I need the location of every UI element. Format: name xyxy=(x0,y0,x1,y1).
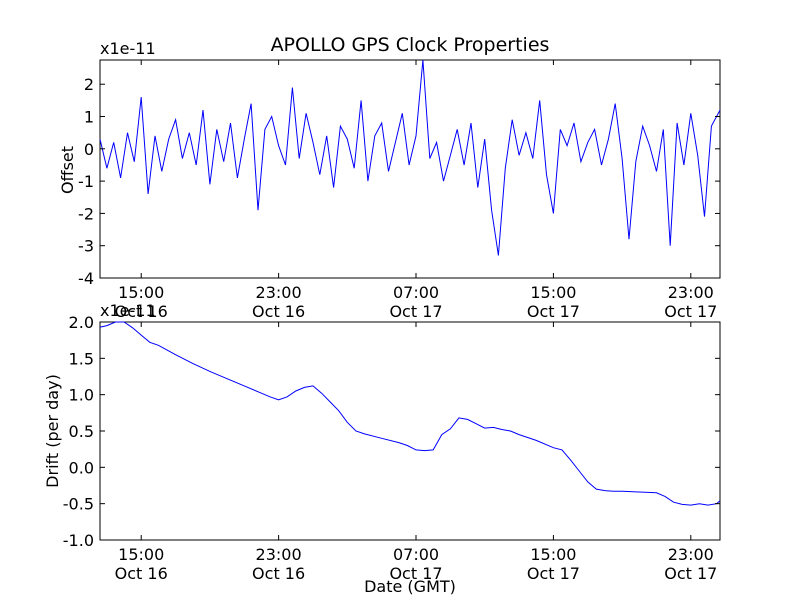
drift-scale-label: x1e-11 xyxy=(100,301,156,320)
drift-y-tick-label: 0.0 xyxy=(69,458,94,477)
offset-x-tick-date: Oct 16 xyxy=(115,302,168,321)
drift-x-tick-time: 15:00 xyxy=(530,545,576,564)
drift-x-tick-time: 23:00 xyxy=(668,545,714,564)
offset-x-tick-time: 23:00 xyxy=(256,283,302,302)
drift-y-tick-label: 1.0 xyxy=(69,386,94,405)
offset-y-tick-label: -4 xyxy=(78,269,94,288)
offset-y-ticks: 2 1 0 -1 -2 -3 -4 xyxy=(78,75,720,288)
offset-y-tick-label: 2 xyxy=(84,75,94,94)
drift-y-tick-label: 1.5 xyxy=(69,349,94,368)
offset-y-tick-label: 1 xyxy=(84,108,94,127)
drift-y-ticks: 2.0 1.5 1.0 0.5 0.0 -0.5 -1.0 xyxy=(63,313,720,550)
drift-x-tick-date: Oct 16 xyxy=(115,564,168,583)
drift-y-tick-label: -1.0 xyxy=(63,531,94,550)
drift-x-tick-date: Oct 16 xyxy=(252,564,305,583)
offset-x-tick-date: Oct 17 xyxy=(389,302,442,321)
offset-scale-label: x1e-11 xyxy=(100,39,156,58)
drift-x-tick-time: 07:00 xyxy=(393,545,439,564)
offset-x-tick-date: Oct 17 xyxy=(664,302,717,321)
offset-y-axis-label: Offset xyxy=(58,146,77,194)
offset-plot-frame xyxy=(99,59,721,279)
offset-x-tick-time: 07:00 xyxy=(393,283,439,302)
offset-x-tick-date: Oct 17 xyxy=(527,302,580,321)
offset-y-tick-label: -2 xyxy=(78,204,94,223)
drift-series-line xyxy=(99,321,721,506)
offset-series-line xyxy=(99,59,721,256)
drift-y-axis-label: Drift (per day) xyxy=(43,374,62,488)
offset-y-tick-label: -1 xyxy=(78,172,94,191)
drift-x-tick-date: Oct 17 xyxy=(389,564,442,583)
drift-y-tick-label: -0.5 xyxy=(63,495,94,514)
drift-y-tick-label: 2.0 xyxy=(69,313,94,332)
offset-x-tick-time: 15:00 xyxy=(118,283,164,302)
chart-title: APOLLO GPS Clock Properties xyxy=(271,34,550,56)
offset-x-tick-date: Oct 16 xyxy=(252,302,305,321)
drift-x-tick-date: Oct 17 xyxy=(664,564,717,583)
drift-x-tick-date: Oct 17 xyxy=(527,564,580,583)
drift-x-tick-time: 23:00 xyxy=(256,545,302,564)
drift-y-tick-label: 0.5 xyxy=(69,422,94,441)
offset-y-tick-label: 0 xyxy=(84,140,94,159)
offset-x-tick-time: 15:00 xyxy=(530,283,576,302)
offset-y-tick-label: -3 xyxy=(78,237,94,256)
drift-plot-frame xyxy=(99,321,721,541)
drift-x-axis-label: Date (GMT) xyxy=(364,577,456,596)
offset-x-tick-time: 23:00 xyxy=(668,283,714,302)
drift-x-tick-time: 15:00 xyxy=(118,545,164,564)
